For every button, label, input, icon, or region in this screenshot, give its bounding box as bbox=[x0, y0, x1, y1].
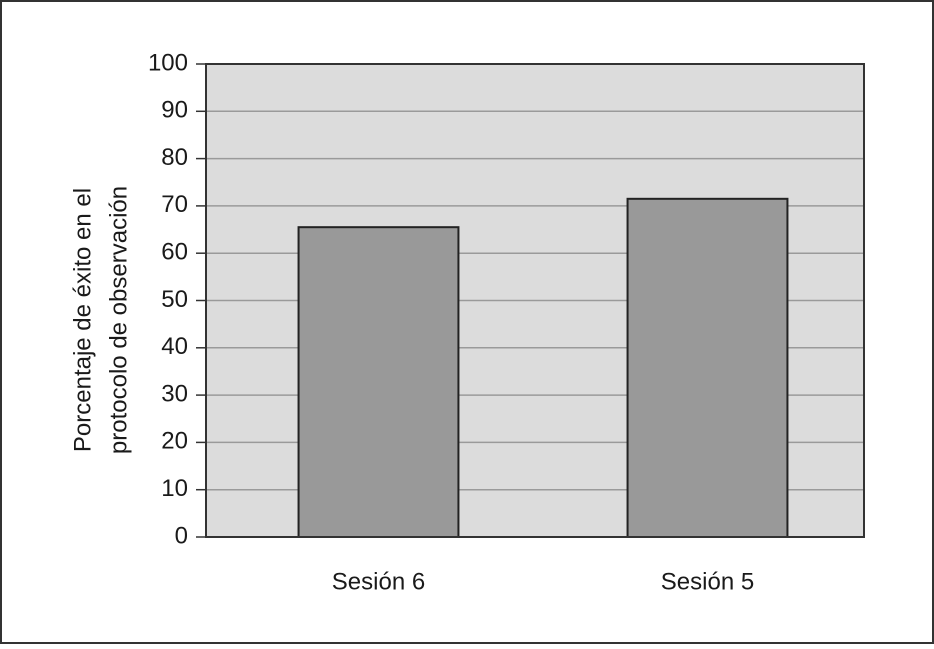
y-tick-label: 10 bbox=[161, 475, 188, 502]
y-tick-label: 20 bbox=[161, 428, 188, 455]
y-tick-label: 100 bbox=[148, 49, 188, 76]
y-tick-label: 0 bbox=[175, 522, 188, 549]
plot-border bbox=[205, 63, 865, 538]
y-tick-label: 40 bbox=[161, 333, 188, 360]
y-tick-label: 70 bbox=[161, 191, 188, 218]
y-tick-label: 80 bbox=[161, 144, 188, 171]
y-tick-label: 90 bbox=[161, 97, 188, 124]
y-axis-label: Porcentaje de éxito en el bbox=[69, 188, 96, 452]
bar bbox=[626, 197, 789, 538]
y-tick-label: 50 bbox=[161, 286, 188, 313]
x-tick-label: Sesión 5 bbox=[661, 568, 754, 595]
bar bbox=[297, 226, 460, 538]
y-axis-label: protocolo de observación bbox=[105, 186, 132, 454]
x-tick-label: Sesión 6 bbox=[332, 568, 425, 595]
y-tick-label: 30 bbox=[161, 380, 188, 407]
y-tick-label: 60 bbox=[161, 239, 188, 266]
